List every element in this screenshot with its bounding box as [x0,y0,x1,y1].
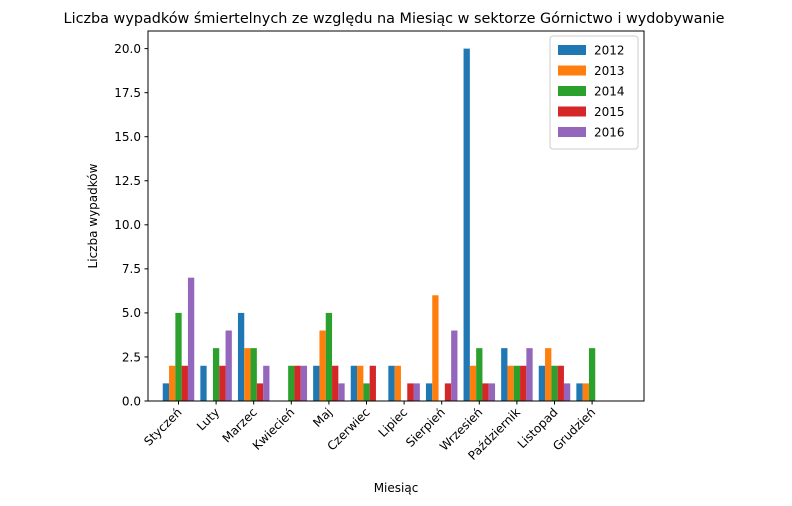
bar-2012-sierpień [425,383,433,401]
bar-2012-styczeń [162,383,170,401]
bars-group [162,48,596,402]
x-tick-label: Lipiec [376,405,411,440]
legend-label-2012: 2012 [594,44,625,58]
bar-2014-listopad [551,365,558,401]
bar-2014-maj [325,312,333,401]
bar-2014-luty [212,348,220,401]
bar-2013-wrzesień [469,365,477,401]
bar-2014-czerwiec [363,383,370,401]
bar-2013-marzec [244,348,251,401]
legend-swatch-2014 [558,86,586,96]
legend-swatch-2012 [558,45,586,55]
bar-2013-październik [507,365,514,401]
bar-2012-marzec [237,312,245,401]
bar-2016-kwiecień [300,365,308,401]
legend-swatch-2013 [558,65,586,76]
bar-2015-kwiecień [294,365,301,401]
bar-2014-marzec [250,348,257,401]
y-tick-label: 17.5 [114,86,141,100]
bar-2015-wrzesień [482,383,489,401]
x-tick-label: Styczeń [141,405,184,448]
bar-2015-październik [520,365,527,401]
bar-2013-styczeń [169,365,176,401]
bar-2016-luty [225,330,232,401]
bar-2012-czerwiec [350,365,358,401]
bar-2012-maj [313,365,320,401]
legend-swatch-2016 [558,127,586,137]
bar-2013-lipiec [394,365,401,401]
bar-2016-lipiec [413,383,420,401]
bar-2016-marzec [263,365,270,401]
y-axis: 0.0 2.5 5.0 7.5 10.0 12.5 15.0 17.5 20.0 [114,42,148,408]
bar-2016-październik [526,348,533,401]
chart-title: Liczba wypadków śmiertelnych ze względu … [64,11,725,27]
bar-2016-styczeń [187,277,195,401]
legend-label-2013: 2013 [594,64,625,78]
bar-2014-październik [513,365,521,401]
x-tick-label: Luty [194,405,222,433]
y-tick-label: 7.5 [122,262,141,276]
bar-2012-lipiec [388,365,395,401]
y-axis-label: Liczba wypadków [86,163,100,268]
bar-2013-listopad [545,348,552,401]
bar-2012-listopad [538,365,546,401]
bar-2012-wrzesień [463,48,470,402]
bar-2015-styczeń [181,365,188,401]
y-tick-label: 20.0 [114,42,141,56]
y-tick-label: 15.0 [114,130,141,144]
bar-2014-styczeń [175,312,182,401]
legend: 2012 2013 2014 2015 2016 [549,35,639,150]
bar-2016-wrzesień [488,383,496,401]
y-tick-label: 5.0 [122,306,141,320]
bar-2015-maj [332,365,339,401]
bar-2012-październik [501,348,508,401]
x-axis-label: Miesiąc [374,481,419,495]
bar-2016-sierpień [451,330,458,401]
bar-2015-czerwiec [369,365,376,401]
bar-2014-wrzesień [476,348,483,401]
y-tick-label: 12.5 [114,174,141,188]
x-tick-label: Maj [310,405,335,430]
legend-box [549,35,639,150]
bar-2016-listopad [563,383,571,401]
bar-2015-lipiec [407,383,414,401]
bar-2015-luty [219,365,226,401]
y-tick-label: 0.0 [122,394,141,408]
bar-2016-maj [338,383,345,401]
bar-2015-listopad [557,365,564,401]
legend-swatch-2015 [558,106,586,117]
legend-label-2014: 2014 [594,85,625,99]
bar-2013-czerwiec [357,365,364,401]
bar-2014-kwiecień [288,365,295,401]
bar-2014-grudzień [588,348,596,401]
plot-frame [147,30,645,402]
y-tick-label: 2.5 [122,350,141,364]
legend-label-2015: 2015 [594,105,625,119]
bar-2013-grudzień [582,383,589,401]
y-tick-label: 10.0 [114,218,141,232]
bar-2013-sierpień [432,295,439,401]
bar-2013-maj [319,330,326,401]
bar-2012-grudzień [576,383,583,401]
legend-label-2016: 2016 [594,126,625,140]
bar-2015-marzec [256,383,264,401]
bar-2012-luty [200,365,207,401]
bar-2015-sierpień [444,383,452,401]
